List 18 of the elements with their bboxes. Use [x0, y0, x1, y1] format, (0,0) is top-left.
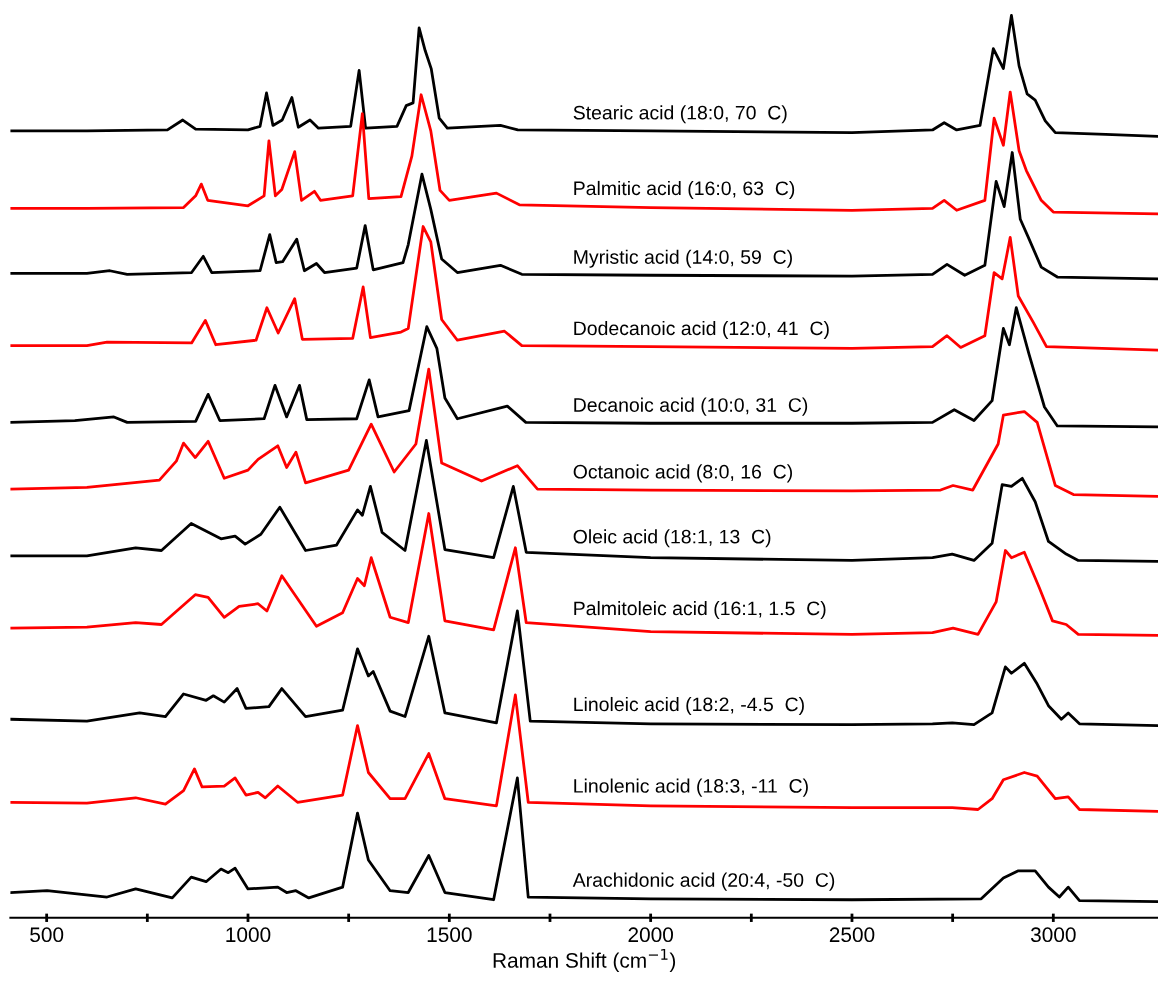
series-label: Linoleic acid (18:2, -4.5 C) [574, 696, 804, 716]
x-tick-label: 3000 [1030, 927, 1076, 943]
x-axis-title: Raman Shift (cm$^{−1}$) [493, 949, 676, 972]
series-label: Oleic acid (18:1, 13 C) [573, 529, 771, 548]
series-label: Stearic acid (18:0, 70 C) [573, 105, 787, 124]
x-tick-label: 2000 [628, 927, 674, 943]
series-label: Octanoic acid (8:0, 16 C) [573, 464, 792, 483]
series-label: Decanoic acid (10:0, 31 C) [574, 397, 808, 416]
x-tick-label: 1500 [427, 927, 472, 943]
series-label: Palmitic acid (16:0, 63 C) [574, 180, 795, 199]
series-label: Arachidonic acid (20:4, -50 C) [572, 872, 835, 891]
x-tick-label: 500 [30, 927, 64, 943]
series-label: Palmitoleic acid (16:1, 1.5 C) [574, 600, 826, 620]
x-tick-label: 2500 [829, 927, 875, 943]
series-label: Linolenic acid (18:3, -11 C) [574, 778, 808, 797]
series-label: Dodecanoic acid (12:0, 41 C) [574, 320, 829, 340]
series-label: Myristic acid (14:0, 59 C) [574, 249, 792, 268]
x-tick-label: 1000 [226, 927, 271, 943]
